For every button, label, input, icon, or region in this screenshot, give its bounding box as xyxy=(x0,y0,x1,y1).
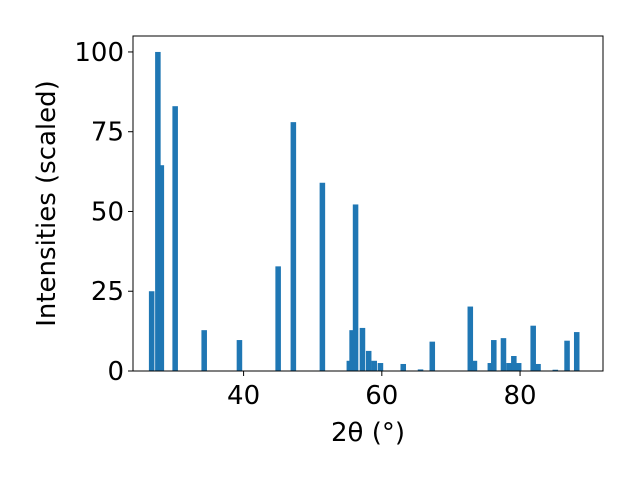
bar xyxy=(471,360,478,371)
bar xyxy=(429,341,436,371)
bar xyxy=(400,363,407,371)
bar xyxy=(236,340,243,371)
y-tick-label: 25 xyxy=(91,277,124,307)
bar xyxy=(352,204,359,371)
bar xyxy=(506,363,512,371)
bar xyxy=(155,51,161,371)
y-tick-label: 50 xyxy=(91,197,124,227)
x-axis-ticks: 40 60 80 xyxy=(227,371,537,411)
x-axis-label: 2θ (°) xyxy=(331,418,405,448)
bars-group xyxy=(148,51,580,372)
bar xyxy=(491,340,497,371)
bar xyxy=(535,363,541,371)
bar xyxy=(515,363,522,371)
bar xyxy=(552,369,559,371)
bar xyxy=(564,340,570,371)
y-tick-label: 100 xyxy=(74,38,124,68)
bar xyxy=(319,182,326,371)
bar xyxy=(467,306,474,371)
y-axis-ticks: 0 25 50 75 100 xyxy=(74,38,133,387)
y-tick-label: 0 xyxy=(107,357,124,387)
bar xyxy=(500,338,507,371)
bar xyxy=(290,122,297,372)
bar xyxy=(377,363,384,371)
x-tick-label: 80 xyxy=(504,381,537,411)
bar xyxy=(172,106,178,371)
bar xyxy=(148,291,155,371)
bar xyxy=(573,332,580,371)
x-tick-label: 60 xyxy=(365,381,398,411)
bar xyxy=(359,327,366,371)
bar xyxy=(158,165,165,371)
bar xyxy=(349,330,355,371)
bar xyxy=(365,350,372,371)
bar xyxy=(487,363,494,371)
bar xyxy=(275,266,281,371)
y-axis-label: Intensities (scaled) xyxy=(32,80,62,327)
bar xyxy=(371,360,377,371)
axes-frame xyxy=(132,35,604,372)
bar xyxy=(511,356,517,371)
bar xyxy=(201,330,207,371)
y-tick-label: 75 xyxy=(91,118,124,148)
bar xyxy=(530,325,536,371)
x-tick-label: 40 xyxy=(227,381,260,411)
bar xyxy=(417,369,424,371)
